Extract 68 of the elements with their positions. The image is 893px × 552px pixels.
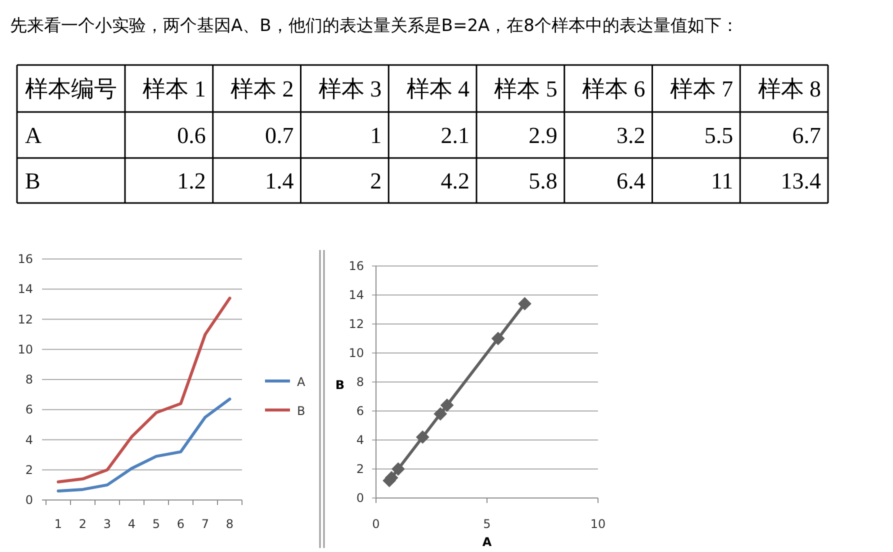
y-tick-label: 12 (348, 317, 364, 331)
x-tick-label: 2 (78, 517, 87, 531)
y-tick-label: 10 (348, 346, 364, 360)
x-tick-label: 10 (590, 517, 606, 531)
legend-label: A (297, 375, 306, 389)
x-tick-label: 1 (54, 517, 62, 531)
text: 样本编号 (25, 76, 117, 102)
point (440, 398, 454, 412)
text: 0.7 (265, 123, 294, 148)
line-series (56, 296, 232, 484)
text: 13.4 (780, 168, 822, 194)
y-tick-label: 4 (356, 433, 364, 447)
text: 样本 1 (142, 76, 206, 102)
text: 11 (710, 168, 734, 194)
y-tick-label: 14 (18, 282, 33, 296)
text: 5.8 (528, 168, 558, 194)
text: 2.9 (528, 123, 558, 148)
x-tick-label: 5 (152, 517, 160, 531)
text: 先来看一个小实验，两个基因A、B，他们的表达量关系是B=2A，在8个样本中的表达量值如下： (10, 16, 738, 36)
text: 样本 8 (758, 76, 821, 102)
line-series (56, 398, 232, 492)
y-tick-label: 0 (25, 493, 33, 507)
x-tick-label: 6 (176, 517, 185, 531)
text: 样本 6 (582, 76, 646, 102)
y-tick-label: 12 (18, 312, 33, 326)
text: A (25, 123, 42, 148)
y-tick-label: 10 (18, 342, 33, 356)
x-tick-label: 7 (201, 517, 210, 531)
text: 5.5 (704, 123, 734, 148)
y-tick-label: 8 (25, 372, 33, 386)
x-axis-title: A (482, 535, 492, 549)
legend-label: B (297, 404, 306, 418)
x-tick-label: 8 (226, 517, 234, 531)
text: 3.2 (616, 123, 646, 148)
x-tick-label: 0 (372, 517, 380, 531)
y-tick-label: 6 (25, 402, 33, 417)
text: 样本 2 (230, 76, 294, 102)
point (416, 430, 430, 444)
text: 0.6 (177, 123, 206, 148)
text: B (25, 168, 40, 194)
y-axis-title: B (335, 378, 345, 392)
y-tick-label: 4 (25, 432, 33, 447)
text: 1 (370, 123, 382, 148)
point (434, 407, 447, 420)
text: 6.4 (616, 168, 646, 194)
y-tick-label: 2 (25, 462, 33, 477)
text: 样本 3 (318, 76, 382, 102)
text: 样本 5 (494, 76, 558, 102)
text: 1.2 (177, 168, 206, 194)
text: 1.4 (265, 168, 294, 194)
text: 4.2 (440, 168, 470, 194)
x-tick-label: 5 (483, 517, 491, 531)
point (492, 332, 505, 345)
point (518, 297, 532, 310)
y-tick-label: 14 (348, 288, 364, 302)
y-tick-label: 6 (356, 404, 364, 418)
y-tick-label: 8 (356, 375, 364, 389)
text: 6.7 (792, 123, 821, 148)
text: 2.1 (440, 123, 470, 148)
y-tick-label: 0 (356, 491, 364, 505)
x-tick-label: 3 (103, 517, 112, 531)
x-tick-label: 4 (128, 517, 136, 531)
point (392, 462, 405, 476)
y-tick-label: 16 (348, 259, 364, 273)
y-tick-label: 2 (356, 462, 364, 476)
text: 样本 4 (406, 76, 470, 102)
text: 样本 7 (670, 76, 734, 102)
y-tick-label: 16 (18, 252, 33, 266)
